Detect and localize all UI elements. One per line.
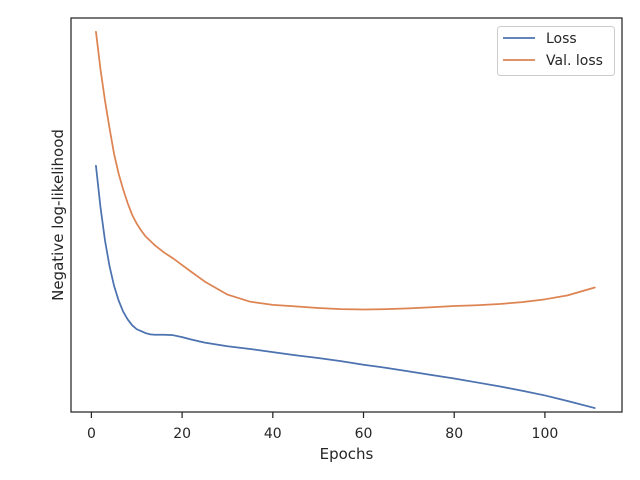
plot-area	[71, 18, 622, 412]
y-axis-label: Negative log-likelihood	[49, 129, 67, 301]
x-axis-ticks: 0 20 40 60 80 100	[87, 412, 558, 442]
x-tick-label: 0	[87, 426, 96, 442]
legend: Loss Val. loss	[497, 26, 615, 76]
legend-label-val-loss: Val. loss	[546, 53, 603, 69]
x-tick-label: 100	[532, 426, 559, 442]
x-tick-label: 20	[173, 426, 191, 442]
legend-label-loss: Loss	[546, 31, 577, 47]
x-axis-label: Epochs	[320, 445, 374, 463]
plot-frame	[70, 17, 623, 413]
x-tick-label: 60	[355, 426, 373, 442]
series-line-loss	[95, 164, 596, 409]
series-line-val-loss	[95, 30, 596, 311]
x-tick-label: 40	[264, 426, 282, 442]
x-tick-label: 80	[445, 426, 463, 442]
series-layer	[95, 30, 596, 409]
